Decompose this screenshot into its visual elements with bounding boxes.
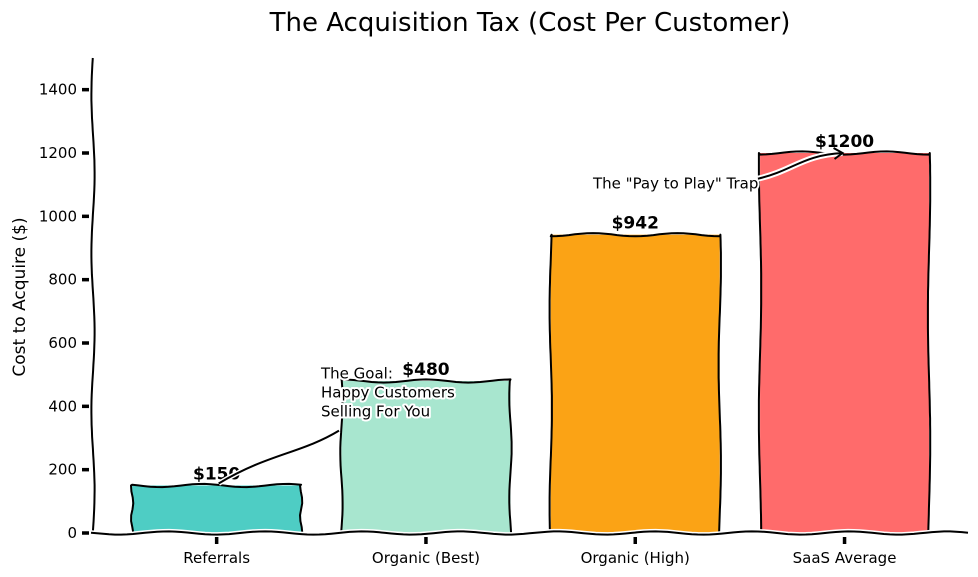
bar-3	[760, 153, 930, 533]
x-tick-label-1: Organic (Best)	[372, 549, 480, 567]
chart-title: The Acquisition Tax (Cost Per Customer)	[269, 8, 791, 38]
annotation-trap-text: The "Pay to Play" Trap	[592, 175, 758, 193]
x-tick-label-2: Organic (High)	[581, 549, 690, 567]
x-ticks-group: Referrals Organic (Best) Organic (High) Saa…	[183, 537, 896, 567]
x-tick-label-3: SaaS Average	[793, 549, 897, 567]
bar-2	[550, 234, 720, 533]
bar-outline-1	[339, 378, 513, 534]
bar-0	[132, 485, 302, 533]
data-label-2: $942	[612, 214, 659, 234]
annotation-goal-line-1: Happy Customers	[321, 384, 455, 402]
bar-1	[341, 381, 511, 533]
y-tick-label-7: 1400	[39, 81, 77, 99]
y-axis-label: Cost to Acquire ($)	[10, 217, 30, 376]
bars-group	[130, 150, 932, 534]
y-tick-label-4: 800	[48, 271, 77, 289]
y-tick-label-3: 600	[48, 334, 77, 352]
y-ticks-group: 0 200 400 600 800 1000 1200 1400	[39, 81, 89, 542]
x-tick-label-0: Referrals	[183, 549, 250, 567]
y-tick-label-2: 400	[48, 397, 77, 415]
bar-outline-3	[757, 150, 932, 534]
bar-outline-0	[130, 482, 304, 534]
data-labels-group: $150$480$942$1200	[193, 132, 874, 485]
y-tick-label-5: 1000	[39, 207, 77, 225]
bar-outline-2	[548, 232, 722, 534]
annotation-trap-arrowhead	[833, 147, 845, 160]
y-tick-label-1: 200	[48, 461, 77, 479]
annotation-goal-arrow	[218, 429, 340, 485]
data-label-3: $1200	[815, 132, 874, 152]
annotation-goal-line-0: The Goal:	[320, 365, 393, 383]
data-label-1: $480	[402, 360, 449, 380]
y-tick-label-0: 0	[67, 524, 77, 542]
x-axis-line	[90, 530, 969, 536]
y-tick-label-6: 1200	[39, 144, 77, 162]
annotation-trap-arrow	[757, 152, 843, 180]
axes-group	[90, 57, 969, 538]
annotation-goal-line-2: Selling For You	[321, 403, 430, 421]
y-axis-line	[90, 57, 96, 534]
